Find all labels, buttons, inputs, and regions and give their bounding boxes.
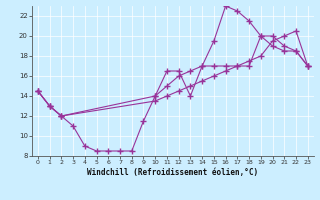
X-axis label: Windchill (Refroidissement éolien,°C): Windchill (Refroidissement éolien,°C) [87,168,258,177]
